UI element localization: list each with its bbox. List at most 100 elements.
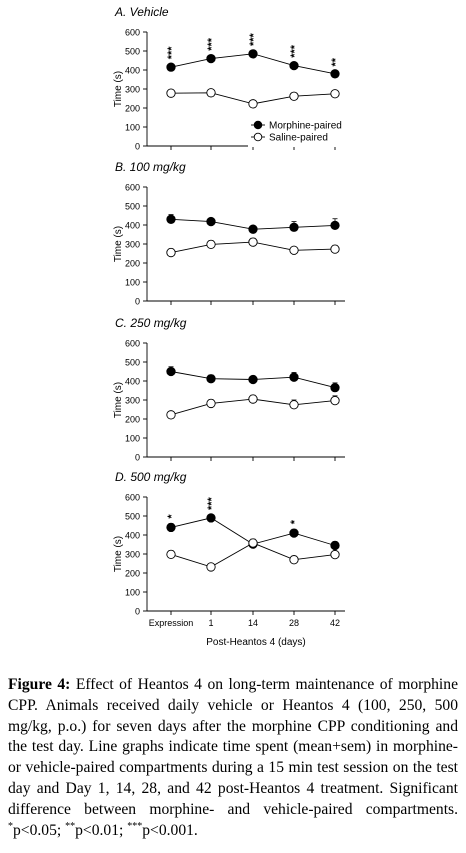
panel-4-morphine-point [206,513,216,523]
panel-4-x-tick-label: Expression [149,618,194,628]
panel-1-significance: *** [166,46,178,60]
panel-1-y-axis-label: Time (s) [113,71,124,107]
panel-4-y-tick-label: 300 [125,550,140,560]
panel-4-x-tick-label: 28 [289,618,299,628]
panel-3-morphine-point [289,372,299,382]
panel-1-y-tick-label: 400 [125,66,140,76]
sig3-mark: *** [127,820,143,832]
panel-4-title: D. 500 mg/kg [115,470,187,484]
panel-3-title: C. 250 mg/kg [115,316,187,330]
panel-4-morphine-point [330,540,340,551]
panel-1-significance: *** [248,32,260,46]
panel-4-y-tick-label: 600 [125,493,140,503]
panel-4-y-tick-label: 400 [125,531,140,541]
panel-2-y-tick-label: 100 [125,278,140,288]
panel-3-y-tick-label: 300 [125,396,140,406]
panel-1-saline-point [330,89,340,99]
panel-1-y-tick-label: 500 [125,47,140,57]
panel-4-significance: *** [206,496,218,510]
panel-1-legend-swatch-marker [253,132,263,142]
panel-1-morphine-point [206,53,216,64]
panel-4-x-tick-label: 1 [208,618,213,628]
panel-4-significance: * [166,514,178,519]
panel-4-x-tick-label: 14 [248,618,258,628]
panel-2-saline-point [248,237,258,247]
panel-1-y-tick-label: 0 [135,142,140,152]
panel-4-morphine-point [289,528,299,538]
panel-3-y-axis-label: Time (s) [113,382,124,418]
panel-4-y-tick-label: 100 [125,588,140,598]
panel-4-y-tick-label: 200 [125,569,140,579]
panel-2-morphine-point [330,220,340,231]
panel-2-y-tick-label: 0 [135,297,140,307]
panel-1-significance: ** [330,57,342,66]
panel-1-saline-point [248,99,258,109]
panel-2-saline-point [289,245,299,255]
panel-4-morphine-point [166,522,176,533]
panel-3-morphine-point [166,366,176,377]
panel-1-legend-box [248,117,366,147]
panel-4-x-tick-label: 42 [330,618,340,628]
panel-1-significance: *** [289,44,301,58]
panel-2-morphine-point [289,222,299,232]
panel-1-legend-label: Morphine-paired [269,121,342,132]
panel-3-morphine-point [330,382,340,393]
panel-3-saline-point [248,394,258,404]
panel-4-x-axis-label: Post-Heantos 4 (days) [206,637,306,648]
caption-label: Figure 4: [8,676,71,693]
panel-2-y-tick-label: 400 [125,221,140,231]
panel-1-title: A. Vehicle [114,5,169,19]
panel-3-y-tick-label: 0 [135,453,140,463]
panel-2-saline-point [206,239,216,250]
sig3-text: p<0.001. [142,821,198,839]
panel-1-saline-point [206,88,216,98]
panel-2-saline-point [330,244,340,254]
panel-4-y-tick-label: 0 [135,607,140,617]
panel-1-morphine-point [289,60,299,71]
panel-2-morphine-point [166,214,176,224]
panel-3-saline-point [330,395,340,406]
panel-1-morphine-point [330,69,340,79]
panel-2-title: B. 100 mg/kg [115,160,186,174]
panel-1-y-tick-label: 600 [125,28,140,38]
panel-1-saline-point [166,88,176,98]
panel-4-significance: * [289,519,301,524]
panel-4-saline-point [206,562,216,572]
panel-4-saline-point [289,555,299,565]
panel-4-saline-point [330,549,340,560]
panel-1-morphine-point [166,62,176,72]
panel-2-y-tick-label: 600 [125,183,140,193]
panel-3-saline-point [289,400,299,410]
figure-caption: Figure 4: Effect of Heantos 4 on long-te… [8,675,458,841]
panel-2-y-axis-label: Time (s) [113,226,124,262]
panel-3-y-tick-label: 400 [125,377,140,387]
panel-1-legend-label: Saline-paired [269,133,328,144]
panel-4-y-tick-label: 500 [125,512,140,522]
panel-1-significance: *** [206,37,218,51]
caption-text: Effect of Heantos 4 on long-term mainten… [8,676,458,818]
sig1-text: p<0.05; [13,821,66,839]
panel-2-morphine-point [248,224,258,234]
panel-1-legend-swatch-marker [253,120,263,130]
sig2-mark: ** [65,820,76,832]
panel-1-y-tick-label: 300 [125,85,140,95]
panel-2-morphine-point [206,216,216,227]
panel-3-y-tick-label: 200 [125,415,140,425]
panel-2-y-tick-label: 300 [125,240,140,250]
panel-4-y-axis-label: Time (s) [113,536,124,572]
panel-3-y-tick-label: 600 [125,339,140,349]
panel-1-saline-point [289,91,299,101]
panel-2-y-tick-label: 200 [125,259,140,269]
panel-3-y-tick-label: 500 [125,358,140,368]
panel-2-y-tick-label: 500 [125,202,140,212]
panel-3-morphine-point [206,374,216,384]
panel-3-morphine-point [248,374,258,385]
panel-4-saline-point [166,549,176,560]
sig1-mark: * [8,820,13,832]
panel-4-saline-point [248,538,258,548]
panel-3-saline-point [166,410,176,420]
panel-3-y-tick-label: 100 [125,434,140,444]
panel-1-y-tick-label: 100 [125,123,140,133]
panel-1-y-tick-label: 200 [125,104,140,114]
